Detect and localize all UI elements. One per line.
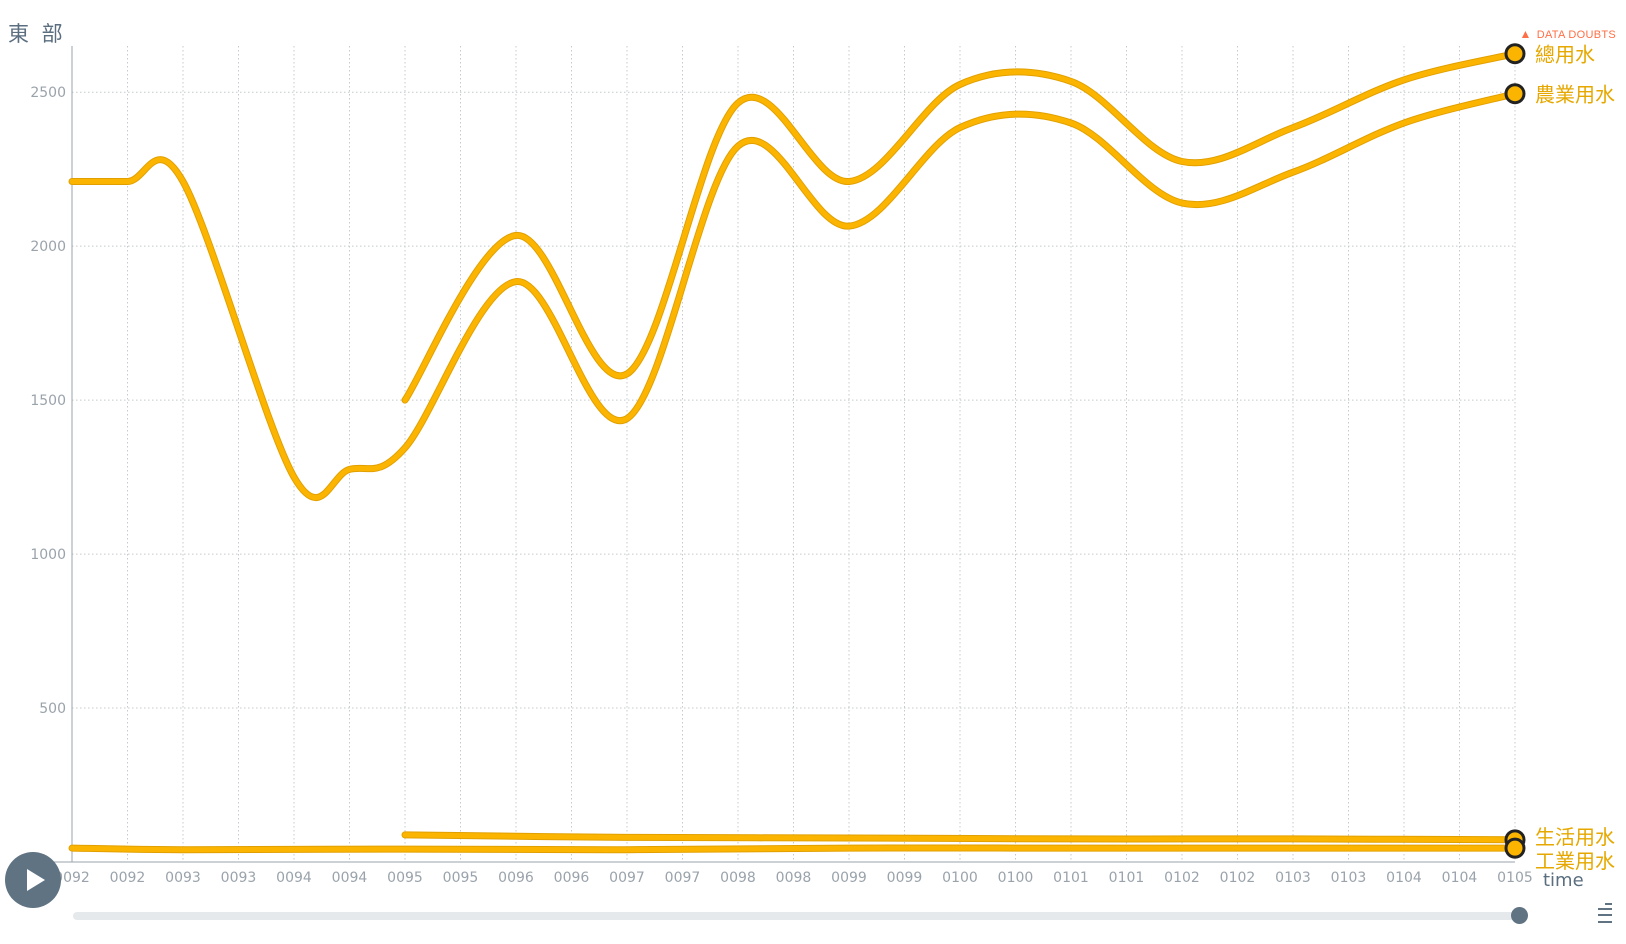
x-tick-label: 0098 bbox=[776, 870, 812, 886]
timeline-slider-handle[interactable] bbox=[1511, 907, 1528, 924]
y-tick-label: 2000 bbox=[30, 239, 66, 255]
x-tick-label: 0094 bbox=[276, 870, 312, 886]
series-end-marker bbox=[1504, 837, 1526, 859]
x-tick-label: 0103 bbox=[1331, 870, 1367, 886]
timeline-slider-track[interactable] bbox=[73, 912, 1523, 920]
warning-icon: ▲ bbox=[1519, 27, 1532, 41]
x-tick-label: 0100 bbox=[942, 870, 978, 886]
series-line bbox=[69, 91, 1518, 501]
series-end-marker bbox=[1504, 83, 1526, 105]
series-lines bbox=[68, 50, 1519, 854]
x-tick-label: 0103 bbox=[1275, 870, 1311, 886]
series-line bbox=[69, 845, 1518, 853]
x-tick-label: 0104 bbox=[1442, 870, 1478, 886]
x-tick-label: 0093 bbox=[165, 870, 201, 886]
x-tick-label: 0101 bbox=[1109, 870, 1145, 886]
x-tick-label: 0100 bbox=[998, 870, 1034, 886]
y-axis-title[interactable]: 東 部 bbox=[8, 22, 66, 46]
x-tick-label: 0102 bbox=[1220, 870, 1256, 886]
y-tick-label: 2500 bbox=[30, 85, 66, 101]
x-axis-title: time bbox=[1543, 870, 1584, 891]
x-tick-label: 0102 bbox=[1164, 870, 1200, 886]
x-tick-label: 0105 bbox=[1497, 870, 1533, 886]
x-tick-label: 0097 bbox=[665, 870, 701, 886]
menu-icon[interactable] bbox=[1598, 899, 1612, 927]
x-tick-label: 0104 bbox=[1386, 870, 1422, 886]
x-tick-label: 0094 bbox=[332, 870, 368, 886]
play-icon bbox=[27, 869, 45, 891]
series-label: 生活用水 bbox=[1535, 825, 1615, 849]
series-line bbox=[402, 832, 1518, 843]
x-tick-label: 0095 bbox=[387, 870, 423, 886]
y-tick-label: 1500 bbox=[30, 393, 66, 409]
x-tick-label: 0096 bbox=[498, 870, 534, 886]
series-label: 農業用水 bbox=[1535, 83, 1615, 107]
x-tick-label: 0093 bbox=[221, 870, 257, 886]
series-line bbox=[402, 51, 1518, 403]
data-doubts-label: DATA DOUBTS bbox=[1536, 29, 1616, 41]
x-tick-label: 0099 bbox=[887, 870, 923, 886]
series-label: 工業用水 bbox=[1535, 849, 1615, 873]
y-tick-label: 1000 bbox=[30, 547, 66, 563]
series-end-marker bbox=[1504, 43, 1526, 65]
x-tick-label: 0092 bbox=[110, 870, 146, 886]
x-tick-label: 0092 bbox=[54, 870, 90, 886]
x-tick-label: 0095 bbox=[443, 870, 479, 886]
x-tick-label: 0098 bbox=[720, 870, 756, 886]
play-button[interactable] bbox=[5, 852, 61, 908]
x-tick-label: 0101 bbox=[1053, 870, 1089, 886]
x-tick-label: 0097 bbox=[609, 870, 645, 886]
y-tick-label: 500 bbox=[39, 701, 66, 717]
data-doubts-link[interactable]: ▲ DATA DOUBTS bbox=[1520, 27, 1616, 41]
x-tick-label: 0096 bbox=[554, 870, 590, 886]
series-label: 總用水 bbox=[1535, 43, 1595, 67]
chart-axes: 0092 0092 0093 0093 0094 0094 0095 0095 0096 0096… bbox=[30, 46, 1584, 891]
x-tick-label: 0099 bbox=[831, 870, 867, 886]
